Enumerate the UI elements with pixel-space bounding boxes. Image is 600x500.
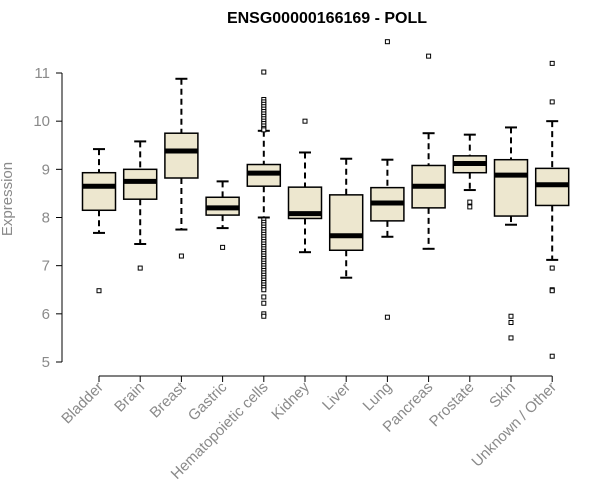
y-tick-label: 5 bbox=[42, 354, 50, 371]
box-bladder bbox=[81, 148, 117, 294]
outlier-point bbox=[549, 265, 555, 271]
x-tick-label: Skin bbox=[486, 379, 519, 412]
outlier-point bbox=[467, 199, 473, 205]
y-axis-title: Expression bbox=[0, 162, 16, 236]
outlier-point bbox=[384, 39, 390, 45]
chart-title: ENSG00000166169 - POLL bbox=[227, 10, 427, 27]
box-kidney bbox=[287, 118, 323, 254]
y-tick-label: 7 bbox=[42, 258, 50, 275]
iqr-box bbox=[164, 132, 199, 179]
outlier-point bbox=[549, 288, 555, 294]
outlier-point bbox=[261, 313, 267, 319]
y-tick-label: 8 bbox=[42, 210, 50, 227]
box-lung bbox=[370, 39, 405, 320]
y-tick-label: 10 bbox=[33, 113, 50, 130]
outlier-point bbox=[96, 288, 102, 294]
box-breast bbox=[164, 77, 199, 259]
x-tick-label: Lung bbox=[360, 379, 396, 415]
outlier-point bbox=[384, 314, 390, 320]
outlier-point bbox=[467, 204, 473, 210]
outlier-point bbox=[549, 60, 555, 66]
box-skin bbox=[493, 126, 529, 341]
outlier-point bbox=[508, 335, 514, 341]
y-tick-label: 9 bbox=[42, 161, 50, 178]
outlier-point bbox=[426, 53, 432, 59]
outlier-point bbox=[137, 265, 143, 271]
iqr-box bbox=[493, 158, 529, 217]
x-tick-label: Bladder bbox=[58, 379, 107, 428]
outlier-point bbox=[220, 244, 226, 250]
y-tick-label: 6 bbox=[42, 306, 50, 323]
y-tick-label: 11 bbox=[34, 65, 50, 82]
box-hematopoietic-cells bbox=[246, 69, 282, 319]
outlier-point bbox=[508, 320, 514, 326]
outlier-point bbox=[261, 294, 267, 300]
iqr-box bbox=[122, 168, 158, 200]
outlier-point bbox=[261, 300, 267, 306]
iqr-box bbox=[81, 171, 117, 212]
x-tick-label: Liver bbox=[319, 379, 354, 414]
outlier-point bbox=[549, 99, 555, 105]
x-tick-label: Prostate bbox=[426, 379, 478, 431]
x-tick-label: Breast bbox=[147, 378, 190, 421]
box-unknown-other bbox=[534, 60, 570, 359]
outlier-point bbox=[178, 253, 184, 259]
x-tick-label: Brain bbox=[111, 379, 148, 416]
x-tick-label: Kidney bbox=[268, 378, 313, 423]
outlier-point bbox=[261, 287, 267, 293]
box-gastric bbox=[205, 180, 240, 250]
iqr-box bbox=[328, 194, 364, 252]
box-pancreas bbox=[411, 53, 446, 250]
box-liver bbox=[328, 157, 364, 279]
box-series bbox=[81, 39, 570, 359]
box-brain bbox=[122, 140, 158, 271]
outlier-point bbox=[508, 313, 514, 319]
outlier-point bbox=[261, 69, 267, 75]
box-prostate bbox=[452, 133, 488, 210]
y-axis: 5 6 7 8 9 10 11 bbox=[33, 65, 63, 371]
outlier-point bbox=[549, 353, 555, 359]
outlier-point bbox=[302, 118, 308, 124]
outlier-point bbox=[261, 127, 267, 133]
